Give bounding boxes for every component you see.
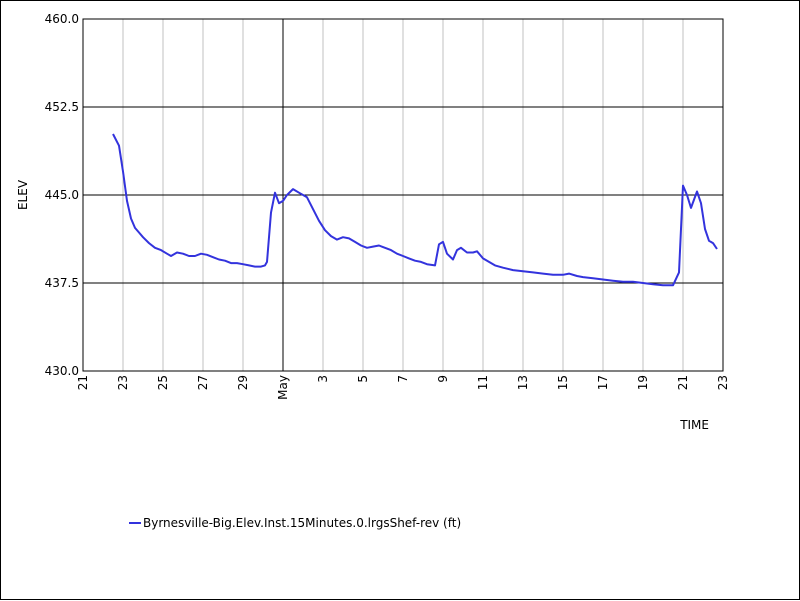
x-tick-label: 23 <box>116 375 130 390</box>
x-tick-label: 13 <box>516 375 530 390</box>
x-tick-label: 19 <box>636 375 650 390</box>
x-tick-label: 3 <box>316 375 330 383</box>
x-tick-label: 25 <box>156 375 170 390</box>
y-tick-label: 460.0 <box>45 12 79 26</box>
x-tick-label: 23 <box>716 375 730 390</box>
x-tick-label: 17 <box>596 375 610 390</box>
x-tick-label: 15 <box>556 375 570 390</box>
legend-series-name: Byrnesville-Big.Elev.Inst.15Minutes.0.lr… <box>143 516 461 530</box>
y-tick-label: 445.0 <box>45 188 79 202</box>
x-tick-label: 11 <box>476 375 490 390</box>
y-tick-label: 437.5 <box>45 276 79 290</box>
x-tick-label: May <box>276 375 290 400</box>
y-tick-label: 430.0 <box>45 364 79 378</box>
x-tick-label: 21 <box>76 375 90 390</box>
x-tick-label: 5 <box>356 375 370 383</box>
plot-border <box>82 18 724 372</box>
x-tick-label: 27 <box>196 375 210 390</box>
x-tick-label: 21 <box>676 375 690 390</box>
series-line <box>112 133 718 287</box>
y-axis-label: ELEV <box>16 179 30 210</box>
x-tick-label: 9 <box>436 375 450 383</box>
legend: Byrnesville-Big.Elev.Inst.15Minutes.0.lr… <box>129 516 461 530</box>
x-tick-label: 7 <box>396 375 410 383</box>
y-tick-label: 452.5 <box>45 100 79 114</box>
x-axis-label: TIME <box>679 418 709 432</box>
x-tick-label: 29 <box>236 375 250 390</box>
